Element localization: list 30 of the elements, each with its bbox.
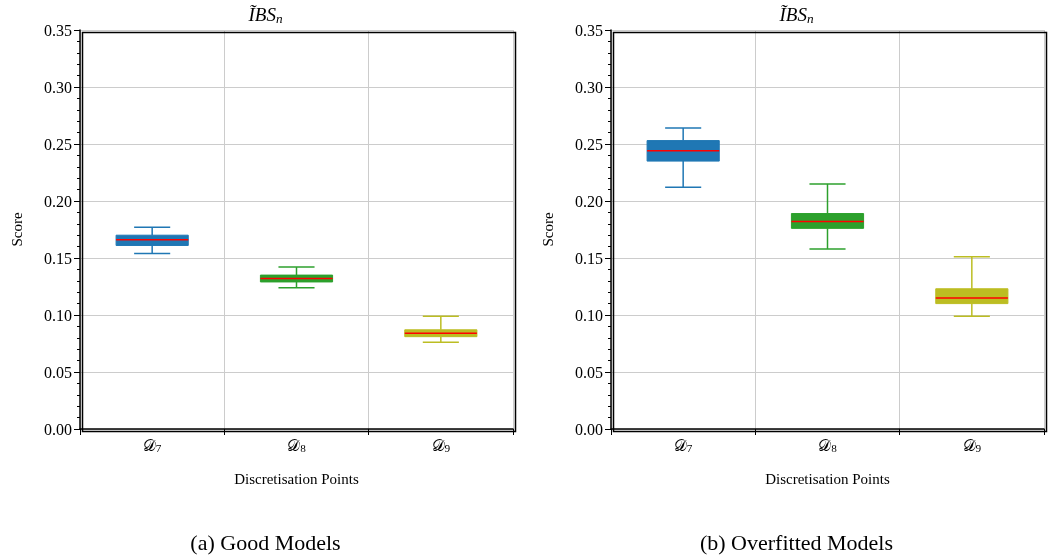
chart-title: ĨBSn: [247, 4, 283, 26]
y-tick-label: 0.05: [44, 363, 72, 381]
y-tick-label: 0.25: [44, 135, 72, 153]
y-tick-label: 0.25: [575, 135, 603, 153]
text: (a) Good Models: [190, 529, 341, 555]
y-tick-label: 0.20: [575, 192, 603, 210]
y-axis-title: Score: [8, 212, 25, 247]
y-tick-label: 0.20: [44, 192, 72, 210]
y-tick-label: 0.30: [575, 78, 603, 96]
chart-title: ĨBSn: [778, 4, 814, 26]
x-axis-title: Discretisation Points: [765, 470, 890, 487]
x-tick-label: 𝒟9: [962, 436, 982, 455]
y-tick-label: 0.00: [44, 420, 72, 438]
x-tick-label: 𝒟7: [673, 436, 693, 455]
y-tick-label: 0.10: [44, 306, 72, 324]
y-axis-title: Score: [539, 212, 556, 247]
x-tick-label: 𝒟7: [142, 436, 162, 455]
y-tick-label: 0.05: [575, 363, 603, 381]
x-axis-title: Discretisation Points: [234, 470, 359, 487]
x-tick-label: 𝒟8: [818, 436, 838, 455]
y-tick-label: 0.10: [575, 306, 603, 324]
x-tick-label: 𝒟8: [287, 436, 307, 455]
text: (b) Overfitted Models: [699, 529, 894, 555]
y-tick-label: 0.15: [575, 249, 603, 267]
x-tick-label: 𝒟9: [431, 436, 451, 455]
y-tick-label: 0.35: [44, 21, 72, 39]
y-tick-label: 0.00: [575, 420, 603, 438]
y-tick-label: 0.35: [575, 21, 603, 39]
y-tick-label: 0.15: [44, 249, 72, 267]
y-tick-label: 0.30: [44, 78, 72, 96]
